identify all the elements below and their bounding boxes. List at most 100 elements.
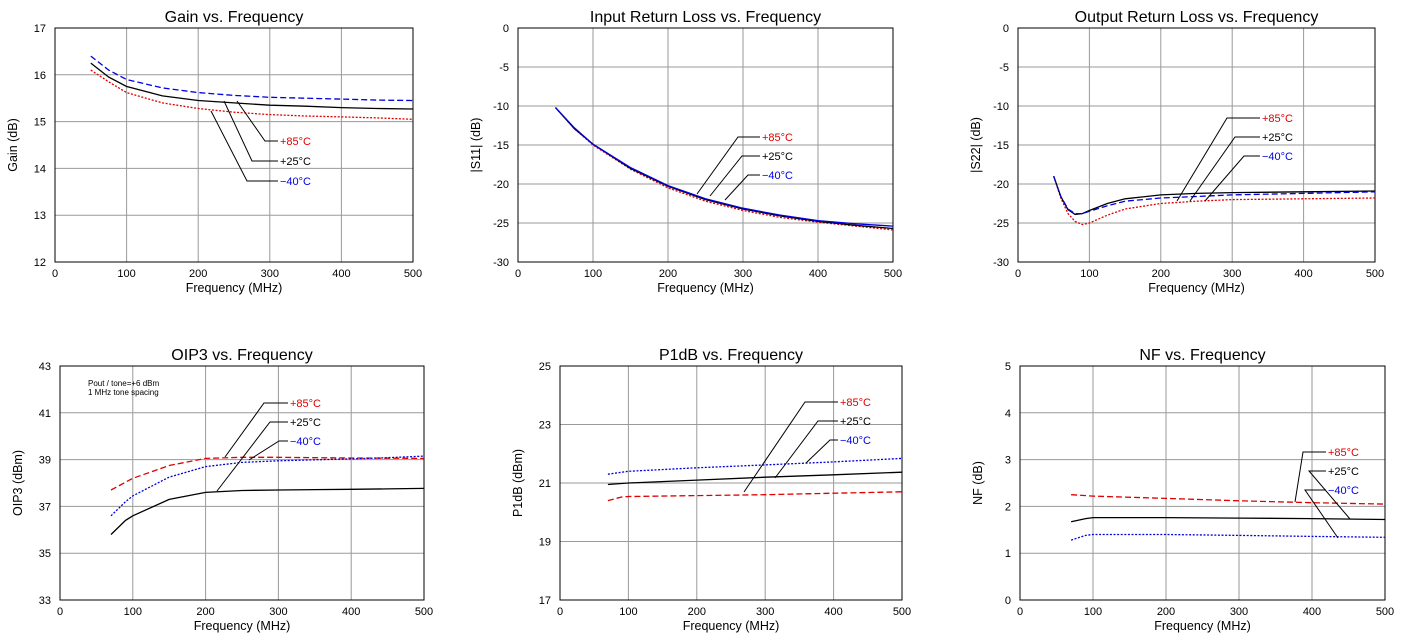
chart-panel-3: Output Return Loss vs. Frequency 0 100 200 3… bbox=[969, 9, 1384, 295]
series-line-1 bbox=[607, 491, 903, 502]
y-tick-label: 25 bbox=[539, 361, 551, 373]
legend-entry: −40°C bbox=[762, 170, 793, 182]
y-tick-label: 19 bbox=[539, 537, 551, 549]
y-tick-label: 0 bbox=[503, 23, 509, 35]
series-line-3 bbox=[555, 107, 894, 227]
legend-entry: +85°C bbox=[1328, 447, 1359, 459]
y-axis-label: P1dB (dBm) bbox=[511, 449, 525, 517]
plot-frame bbox=[559, 365, 903, 601]
x-tick-label: 100 bbox=[117, 268, 135, 280]
x-tick-label: 400 bbox=[809, 268, 827, 280]
y-tick-label: 5 bbox=[1005, 361, 1011, 373]
legend-leader-line bbox=[1307, 470, 1351, 520]
x-axis-label: Frequency (MHz) bbox=[657, 281, 754, 295]
x-axis-label: Frequency (MHz) bbox=[1154, 619, 1251, 633]
legend-leader-line bbox=[724, 174, 760, 201]
x-tick-label: 300 bbox=[261, 268, 279, 280]
legend-leader-line bbox=[210, 110, 278, 182]
y-axis-label: OIP3 (dBm) bbox=[11, 450, 25, 516]
series-line-3 bbox=[607, 457, 903, 475]
chart-panel-6: NF vs. Frequency 0 100 200 300 400 500 0 1 2 3 4 5 Fr… bbox=[971, 347, 1394, 633]
plot-frame bbox=[59, 365, 425, 601]
y-tick-label: 15 bbox=[34, 117, 46, 129]
y-tick-label: -5 bbox=[999, 62, 1009, 74]
legend-entry: −40°C bbox=[280, 176, 311, 188]
series-line-2 bbox=[90, 62, 414, 110]
series-line-3 bbox=[1070, 533, 1386, 541]
y-tick-label: 41 bbox=[39, 408, 51, 420]
x-tick-label: 0 bbox=[1017, 606, 1023, 618]
legend-leader-line bbox=[774, 420, 838, 479]
series-line-1 bbox=[1053, 175, 1376, 226]
series-line-1 bbox=[555, 107, 894, 231]
y-tick-label: -30 bbox=[993, 257, 1009, 269]
y-tick-label: -25 bbox=[993, 218, 1009, 230]
chart-title: OIP3 vs. Frequency bbox=[171, 347, 312, 364]
y-tick-label: -10 bbox=[493, 101, 509, 113]
legend-entry: +25°C bbox=[290, 417, 321, 429]
series-line-3 bbox=[1053, 175, 1376, 215]
y-tick-label: 12 bbox=[34, 257, 46, 269]
x-tick-label: 0 bbox=[52, 268, 58, 280]
legend-leader-line bbox=[248, 440, 288, 461]
y-tick-label: 21 bbox=[539, 478, 551, 490]
x-tick-label: 200 bbox=[1152, 268, 1170, 280]
chart-panel-2: Input Return Loss vs. Frequency 0 100 200 30… bbox=[469, 9, 902, 295]
y-axis-label: NF (dB) bbox=[971, 461, 985, 505]
legend-entry: +25°C bbox=[280, 156, 311, 168]
y-tick-label: 0 bbox=[1005, 595, 1011, 607]
y-axis-label: |S22| (dB) bbox=[969, 117, 983, 173]
legend-entry: +85°C bbox=[762, 132, 793, 144]
chart-panel-5: P1dB vs. Frequency 0 100 200 300 400 500 17 19 21… bbox=[511, 347, 911, 633]
x-tick-label: 400 bbox=[332, 268, 350, 280]
y-axis-label: Gain (dB) bbox=[6, 118, 20, 172]
x-axis-label: Frequency (MHz) bbox=[683, 619, 780, 633]
y-tick-label: 16 bbox=[34, 70, 46, 82]
legend-leader-line bbox=[696, 136, 760, 195]
y-tick-label: 0 bbox=[1003, 23, 1009, 35]
plot-frame bbox=[1017, 27, 1376, 263]
series-line-1 bbox=[110, 456, 425, 491]
y-tick-label: 2 bbox=[1005, 501, 1011, 513]
x-tick-label: 500 bbox=[415, 606, 433, 618]
y-tick-label: 1 bbox=[1005, 548, 1011, 560]
y-tick-label: -25 bbox=[493, 218, 509, 230]
y-tick-label: 17 bbox=[539, 595, 551, 607]
series-line-3 bbox=[90, 55, 414, 102]
chart-title: Input Return Loss vs. Frequency bbox=[590, 9, 821, 26]
x-tick-label: 500 bbox=[1366, 268, 1384, 280]
y-tick-label: 37 bbox=[39, 501, 51, 513]
chart-title: NF vs. Frequency bbox=[1139, 347, 1265, 364]
y-tick-label: -15 bbox=[993, 140, 1009, 152]
x-tick-label: 200 bbox=[189, 268, 207, 280]
x-tick-label: 400 bbox=[1303, 606, 1321, 618]
x-tick-label: 0 bbox=[557, 606, 563, 618]
x-tick-label: 0 bbox=[1015, 268, 1021, 280]
legend-leader-line bbox=[216, 421, 288, 492]
x-tick-label: 500 bbox=[404, 268, 422, 280]
legend-entry: +85°C bbox=[290, 398, 321, 410]
plot-frame bbox=[517, 27, 894, 263]
x-tick-label: 400 bbox=[824, 606, 842, 618]
legend-entry: −40°C bbox=[840, 435, 871, 447]
series-line-1 bbox=[1071, 494, 1386, 505]
legend-entry: −40°C bbox=[1328, 485, 1359, 497]
x-tick-label: 400 bbox=[1294, 268, 1312, 280]
y-tick-label: 33 bbox=[39, 595, 51, 607]
plot-frame bbox=[1019, 365, 1386, 601]
legend-entry: +85°C bbox=[280, 136, 311, 148]
x-tick-label: 500 bbox=[884, 268, 902, 280]
legend-leader-line bbox=[1189, 136, 1260, 202]
x-tick-label: 200 bbox=[659, 268, 677, 280]
x-tick-label: 500 bbox=[893, 606, 911, 618]
chart-title: Output Return Loss vs. Frequency bbox=[1075, 9, 1319, 26]
y-tick-label: -20 bbox=[993, 179, 1009, 191]
x-tick-label: 200 bbox=[1157, 606, 1175, 618]
y-tick-label: 35 bbox=[39, 548, 51, 560]
chart-note: 1 MHz tone spacing bbox=[88, 388, 159, 397]
legend-leader-line bbox=[1304, 489, 1339, 539]
x-tick-label: 0 bbox=[515, 268, 521, 280]
y-tick-label: 23 bbox=[539, 420, 551, 432]
y-tick-label: -5 bbox=[499, 62, 509, 74]
legend-leader-line bbox=[1176, 117, 1260, 202]
